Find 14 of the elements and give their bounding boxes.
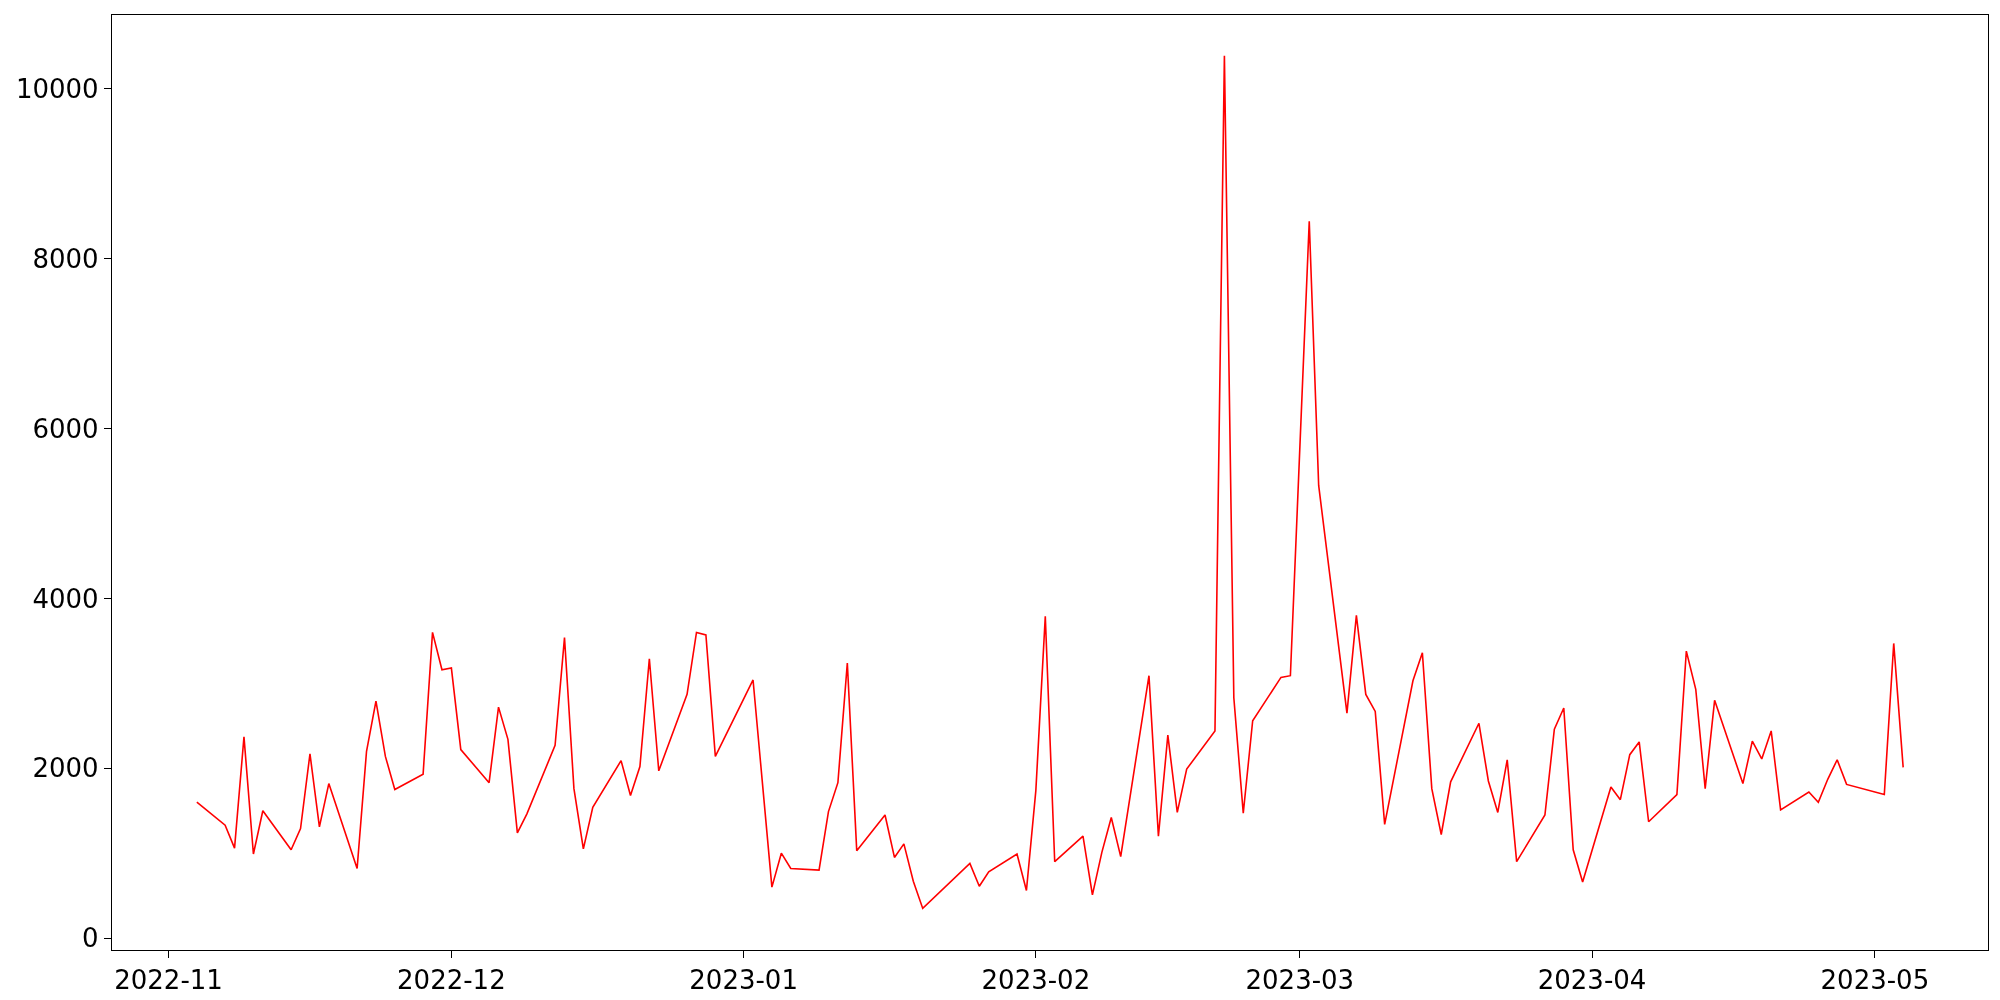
x-tick-label: 2023-04	[1537, 965, 1647, 996]
x-tick-label: 2023-05	[1820, 965, 1930, 996]
x-tick-label: 2022-11	[114, 965, 223, 996]
y-tick-label: 0	[82, 923, 99, 954]
line-series	[196, 54, 1904, 910]
y-tick-label: 8000	[32, 243, 99, 274]
y-tick-label: 6000	[32, 413, 99, 444]
x-tick-label: 2023-03	[1245, 965, 1355, 996]
x-tick-label: 2023-01	[689, 965, 798, 996]
x-tick-label: 2022-12	[397, 965, 506, 996]
y-tick-label: 10000	[15, 73, 99, 104]
x-tick-label: 2023-02	[981, 965, 1091, 996]
y-tick-label: 2000	[32, 753, 99, 784]
y-tick-label: 4000	[32, 583, 99, 614]
